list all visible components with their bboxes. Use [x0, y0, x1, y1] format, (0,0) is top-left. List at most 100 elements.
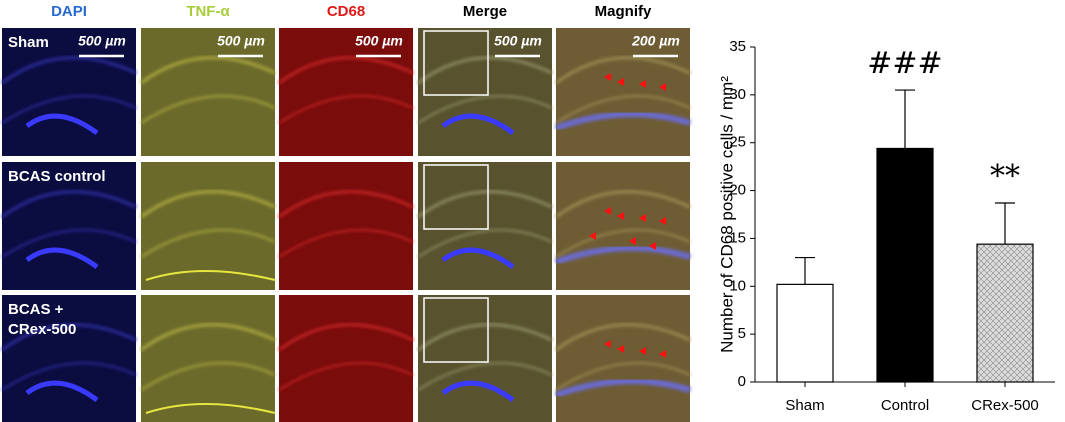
- row-label: BCAS +: [8, 301, 64, 318]
- scale-label: 500 µm: [494, 33, 542, 49]
- row-label: CRex-500: [8, 321, 76, 338]
- micrograph: [417, 162, 553, 290]
- image-bg: [418, 162, 552, 290]
- vessel: [145, 270, 276, 281]
- dentate: [25, 380, 99, 403]
- blue-band: [554, 245, 691, 265]
- y-tick-label: 0: [738, 373, 746, 390]
- tissue-layer: [140, 323, 276, 352]
- roi-box: [423, 164, 489, 230]
- tissue-layer: [278, 95, 414, 124]
- image-bg: [556, 28, 690, 156]
- micrograph: [278, 295, 414, 422]
- scale-label: 500 µm: [78, 33, 126, 49]
- micrograph: [140, 295, 276, 422]
- dentate: [441, 380, 515, 403]
- micrograph: [1, 162, 137, 290]
- tissue-layer: [1, 95, 137, 124]
- image-bg: [2, 295, 136, 422]
- tissue-layer: [417, 229, 553, 258]
- image-bg: [2, 162, 136, 290]
- dentate: [441, 113, 515, 136]
- tissue-layer: [1, 56, 137, 85]
- arrowhead: [639, 80, 646, 88]
- blue-band: [554, 378, 691, 398]
- bar: [976, 243, 1034, 383]
- tissue-layer: [278, 190, 414, 219]
- micrograph: [1, 28, 137, 156]
- micrograph: [554, 162, 691, 290]
- tissue-layer: [278, 56, 414, 85]
- tissue-layer: [555, 229, 691, 258]
- roi-box: [423, 30, 489, 96]
- tissue-layer: [1, 229, 137, 258]
- arrowhead: [617, 212, 624, 220]
- annotation: ###: [867, 46, 942, 81]
- arrowhead: [617, 78, 624, 86]
- image-bg: [141, 28, 275, 156]
- tissue-layer: [278, 323, 414, 352]
- column-header: DAPI: [51, 3, 87, 20]
- column-header: Magnify: [595, 3, 652, 20]
- image-bg: [2, 28, 136, 156]
- image-bg: [418, 28, 552, 156]
- scale-label: 500 µm: [355, 33, 403, 49]
- tissue-layer: [140, 190, 276, 219]
- tissue-layer: [417, 323, 553, 352]
- arrowhead: [639, 214, 646, 222]
- micrograph: [554, 295, 691, 422]
- bar: [776, 283, 834, 383]
- micrograph: [140, 28, 276, 156]
- tissue-layer: [1, 323, 137, 352]
- tissue-layer: [417, 190, 553, 219]
- arrowhead: [659, 83, 666, 91]
- y-tick-label: 30: [729, 86, 746, 103]
- arrowhead: [617, 345, 624, 353]
- roi-box: [423, 297, 489, 363]
- micrograph: [417, 295, 553, 422]
- tissue-layer: [417, 95, 553, 124]
- micrograph: [417, 28, 553, 156]
- image-bg: [279, 295, 413, 422]
- x-tick-label: CRex-500: [971, 397, 1039, 414]
- y-tick-label: 15: [729, 229, 746, 246]
- x-tick-label: Control: [881, 397, 929, 414]
- arrowhead: [649, 242, 656, 250]
- tissue-layer: [1, 190, 137, 219]
- dentate: [25, 247, 99, 270]
- dentate: [25, 113, 99, 136]
- row-label: BCAS control: [8, 168, 106, 185]
- image-bg: [418, 295, 552, 422]
- column-header: TNF-α: [186, 3, 230, 20]
- y-tick-label: 10: [729, 277, 746, 294]
- image-bg: [279, 28, 413, 156]
- tissue-layer: [140, 229, 276, 258]
- bar: [876, 147, 934, 383]
- y-tick-label: 20: [729, 182, 746, 199]
- tissue-layer: [417, 362, 553, 391]
- y-tick-label: 35: [729, 38, 746, 55]
- x-tick-label: Sham: [785, 397, 824, 414]
- image-bg: [141, 295, 275, 422]
- micrograph: [1, 295, 137, 422]
- scale-label: 200 µm: [631, 33, 680, 49]
- tissue-layer: [278, 229, 414, 258]
- arrowhead: [604, 73, 611, 81]
- vessel: [145, 403, 276, 414]
- arrowhead: [589, 232, 596, 240]
- dentate: [441, 247, 515, 270]
- micrograph: [554, 28, 691, 156]
- tissue-layer: [140, 362, 276, 391]
- column-header: Merge: [463, 3, 507, 20]
- row-label: Sham: [8, 34, 49, 51]
- image-bg: [556, 295, 690, 422]
- tissue-layer: [140, 56, 276, 85]
- image-bg: [556, 162, 690, 290]
- arrowhead: [629, 237, 636, 245]
- y-axis-label: Number of CD68 positive cells / mm²: [717, 76, 736, 353]
- tissue-layer: [555, 190, 691, 219]
- arrowhead: [604, 207, 611, 215]
- column-header: CD68: [327, 3, 365, 20]
- tissue-layer: [555, 95, 691, 124]
